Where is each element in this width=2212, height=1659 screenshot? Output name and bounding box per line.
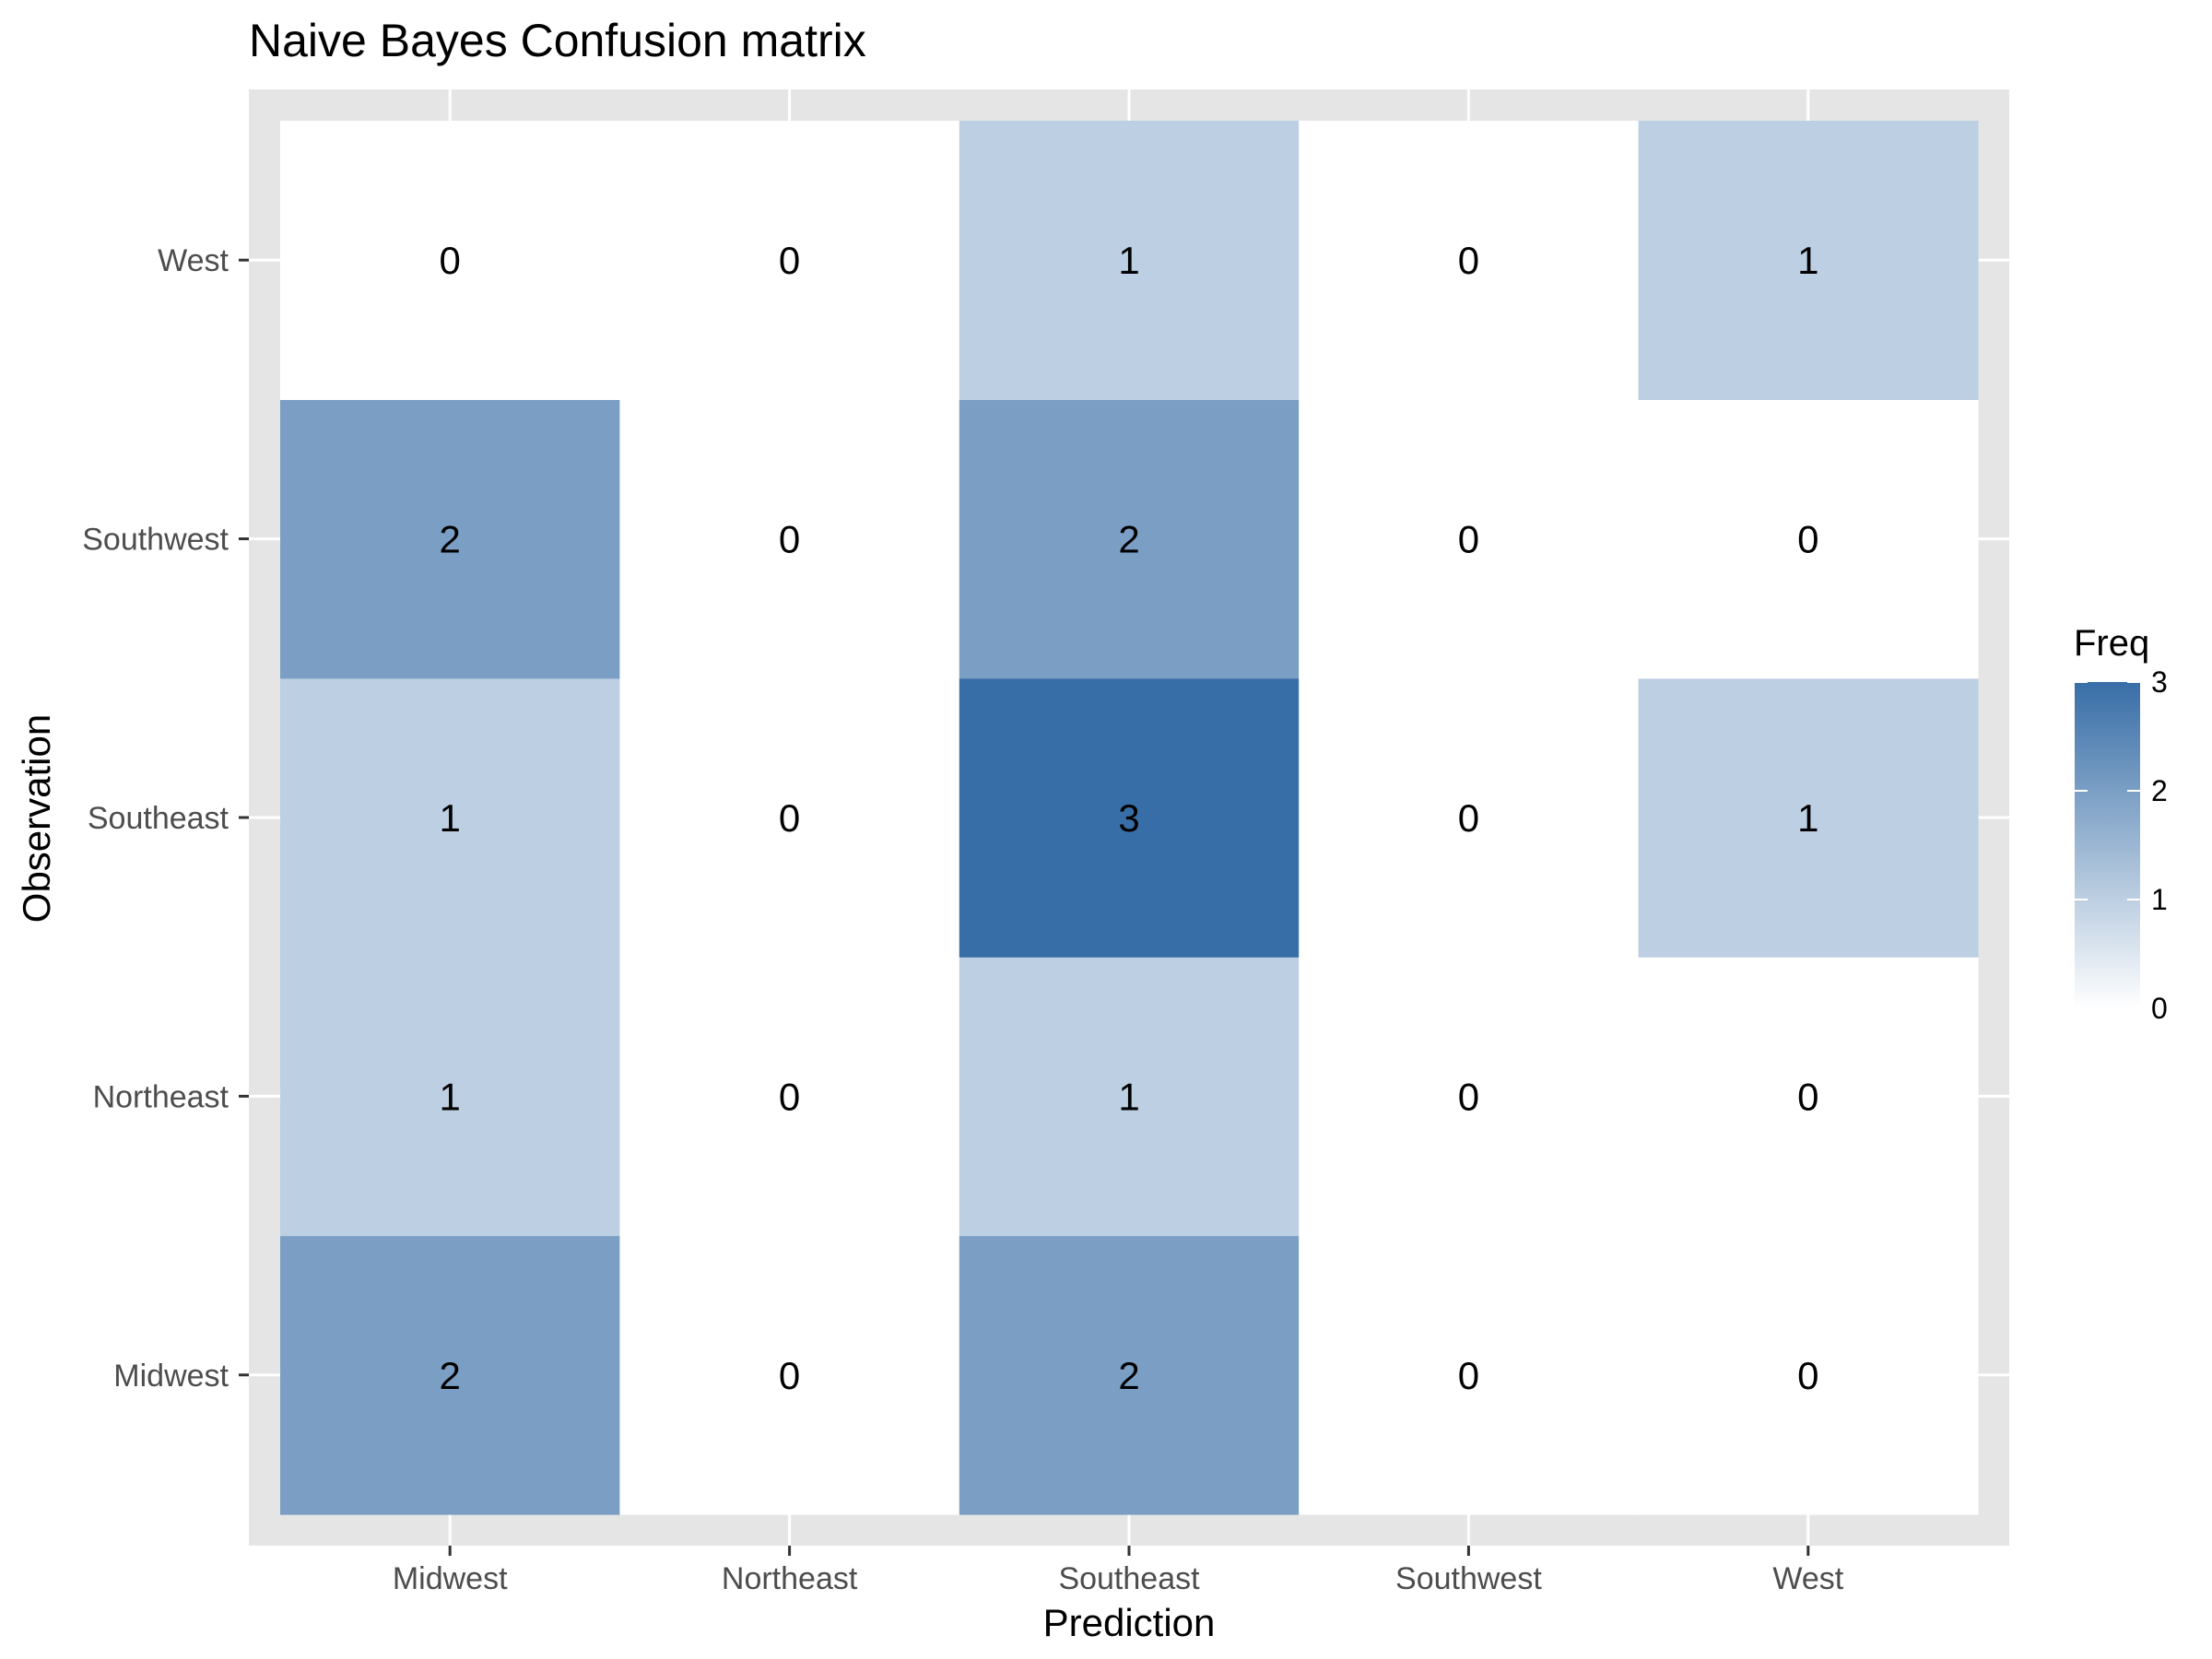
cell-value-label: 2 [440, 518, 461, 561]
heatmap-cell [1638, 399, 1979, 679]
cell-value-label: 0 [440, 239, 461, 282]
heatmap-cell [1299, 1235, 1640, 1515]
heatmap-cell [1638, 1235, 1979, 1515]
cell-value-label: 2 [1118, 1354, 1139, 1397]
cell-value-label: 1 [1118, 1075, 1139, 1118]
heatmap-cell [959, 1235, 1300, 1515]
cell-value-label: 0 [1458, 796, 1479, 840]
y-tick-label: Southwest [82, 523, 229, 558]
y-axis-title: Observation [15, 714, 58, 923]
x-tick-label: Midwest [393, 1561, 508, 1596]
y-tick-label: West [158, 243, 229, 278]
heatmap-cell [619, 677, 960, 958]
cell-value-label: 0 [1797, 1075, 1818, 1118]
x-axis: Midwest Northeast Southeast Southwest West [393, 1546, 1844, 1596]
heatmap-cell [1638, 677, 1979, 958]
heatmap-cell [280, 677, 620, 958]
heatmap-cell [1638, 121, 1979, 400]
cell-value-label: 0 [1458, 239, 1479, 282]
cell-value-label: 1 [440, 796, 461, 840]
cell-value-label: 0 [779, 796, 800, 840]
heatmap-cell [280, 399, 620, 679]
heatmap-cell [1299, 399, 1640, 679]
heatmap-cell [619, 121, 960, 400]
x-tick-label: West [1772, 1561, 1843, 1596]
cell-value-label: 0 [1458, 1354, 1479, 1397]
cell-value-label: 0 [779, 518, 800, 561]
cell-value-labels: 2 0 2 0 0 1 0 1 0 0 1 0 3 0 1 2 0 2 0 0 0 0 1 0 1 [440, 239, 1819, 1397]
cell-value-label: 0 [1458, 1075, 1479, 1118]
heatmap-cell [280, 957, 620, 1237]
chart-title: Naive Bayes Confusion matrix [249, 15, 866, 66]
x-axis-title: Prediction [1043, 1601, 1216, 1644]
legend-tick-label: 3 [2151, 665, 2168, 699]
cell-value-label: 1 [440, 1075, 461, 1118]
x-tick-label: Southeast [1058, 1561, 1200, 1596]
y-axis: Midwest Northeast Southeast Southwest West [82, 243, 249, 1394]
cell-value-label: 2 [1118, 518, 1139, 561]
cell-value-label: 3 [1118, 796, 1139, 840]
heatmap-cell [959, 957, 1300, 1237]
heatmap-cell [959, 677, 1300, 958]
heatmap-cell [1638, 957, 1979, 1237]
x-tick-label: Southwest [1395, 1561, 1542, 1596]
x-tick-label: Northeast [722, 1561, 858, 1596]
cell-value-label: 0 [779, 1354, 800, 1397]
legend-ticks: 0 1 2 3 [2075, 665, 2168, 1025]
legend-title: Freq [2074, 623, 2149, 664]
cell-value-label: 2 [440, 1354, 461, 1397]
heatmap-cell [1299, 957, 1640, 1237]
y-tick-label: Southeast [88, 801, 229, 836]
heatmap-cell [280, 121, 620, 400]
cell-value-label: 0 [1458, 518, 1479, 561]
cell-value-label: 0 [1797, 518, 1818, 561]
heatmap-cell [1299, 677, 1640, 958]
heatmap-cell [619, 1235, 960, 1515]
heatmap-cell [619, 957, 960, 1237]
heatmap-cell [1299, 121, 1640, 400]
heatmap-cells [280, 121, 1979, 1515]
legend-colorbar [2075, 682, 2140, 1008]
cell-value-label: 0 [1797, 1354, 1818, 1397]
legend-tick-label: 0 [2151, 992, 2168, 1025]
legend: Freq 0 1 2 3 [2074, 623, 2168, 1025]
heatmap-cell [959, 121, 1300, 400]
cell-value-label: 0 [779, 1075, 800, 1118]
cell-value-label: 1 [1797, 239, 1818, 282]
heatmap-cell [619, 399, 960, 679]
cell-value-label: 0 [779, 239, 800, 282]
cell-value-label: 1 [1797, 796, 1818, 840]
legend-tick-label: 2 [2151, 774, 2168, 807]
y-tick-label: Midwest [113, 1359, 229, 1394]
cell-value-label: 1 [1118, 239, 1139, 282]
y-tick-label: Northeast [93, 1079, 229, 1114]
heatmap-cell [959, 399, 1300, 679]
heatmap-cell [280, 1235, 620, 1515]
legend-tick-label: 1 [2151, 883, 2168, 916]
